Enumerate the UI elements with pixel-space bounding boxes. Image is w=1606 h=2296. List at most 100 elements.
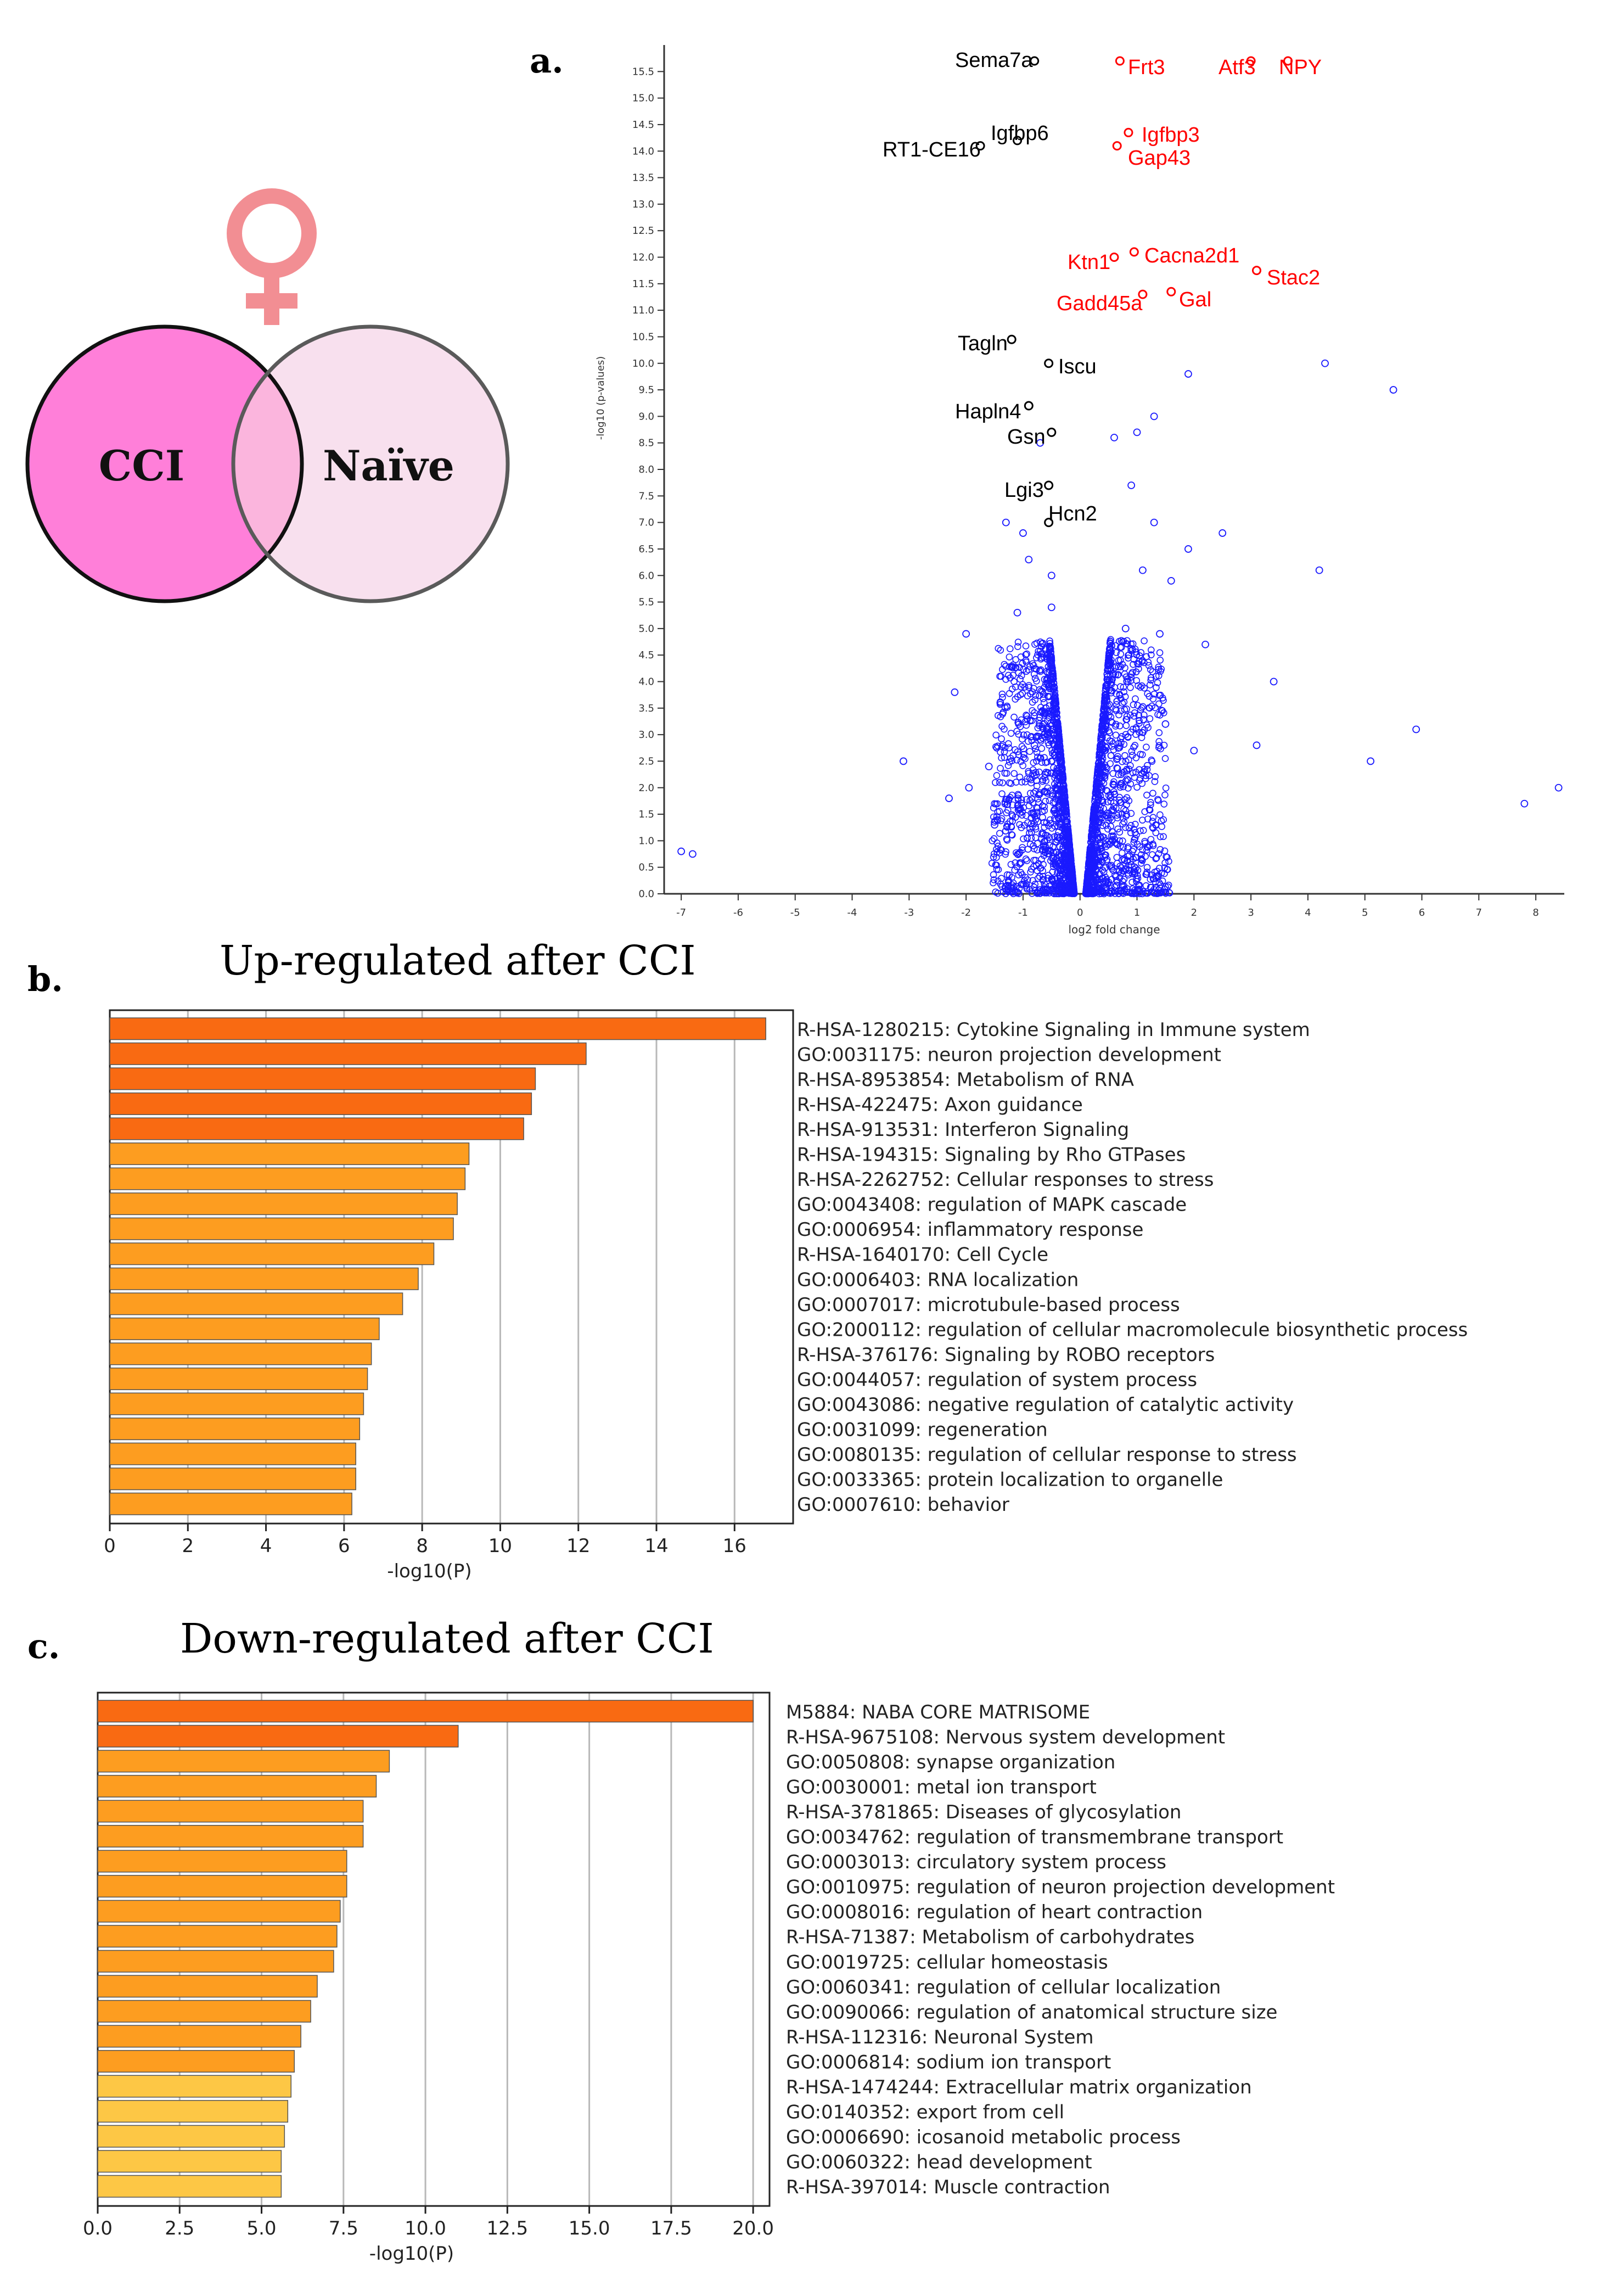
volcano-point xyxy=(1059,795,1067,803)
volcano-point xyxy=(1012,696,1019,703)
volcano-point xyxy=(1002,850,1009,858)
volcano-point xyxy=(1052,792,1059,799)
volcano-point xyxy=(1029,707,1036,714)
volcano-point xyxy=(1136,776,1143,784)
volcano-point xyxy=(1116,828,1124,836)
volcano-point xyxy=(1010,713,1018,721)
volcano-point xyxy=(1141,684,1148,692)
volcano-point xyxy=(1098,721,1106,729)
volcano-point xyxy=(1152,704,1159,712)
volcano-point xyxy=(1022,855,1030,863)
volcano-point xyxy=(1141,838,1148,845)
volcano-point xyxy=(1160,800,1168,808)
volcano-point xyxy=(992,731,999,739)
volcano-x-tick-label: 8 xyxy=(1532,907,1538,919)
bar-category-label: GO:0010975: regulation of neuron project… xyxy=(786,1877,1335,1899)
bar-category-label: R-HSA-1280215: Cytokine Signaling in Imm… xyxy=(797,1019,1310,1041)
volcano-point xyxy=(1044,731,1052,738)
volcano-point xyxy=(1066,842,1073,849)
volcano-point xyxy=(1045,680,1052,688)
volcano-point xyxy=(1070,880,1077,887)
volcano-point xyxy=(1149,825,1157,832)
volcano-point xyxy=(1118,780,1126,787)
volcano-point xyxy=(1149,814,1157,821)
volcano-point xyxy=(1034,753,1041,761)
volcano-point xyxy=(1062,817,1069,825)
bar-category-label: GO:0034762: regulation of transmembrane … xyxy=(786,1827,1283,1849)
volcano-point xyxy=(993,800,1001,808)
bar-category-label: GO:2000112: regulation of cellular macro… xyxy=(797,1319,1468,1341)
volcano-outlier-point xyxy=(1184,545,1192,553)
volcano-point xyxy=(1028,890,1036,897)
volcano-y-tick-label: 8.5 xyxy=(638,438,654,449)
volcano-point xyxy=(1127,645,1135,652)
volcano-point xyxy=(1059,775,1067,783)
volcano-point xyxy=(1036,886,1043,893)
panel-a-label: a. xyxy=(530,41,564,81)
volcano-point xyxy=(1155,879,1163,887)
volcano-point xyxy=(1101,703,1108,710)
volcano-point xyxy=(993,772,1001,779)
volcano-point xyxy=(1098,744,1106,751)
bar xyxy=(97,1925,338,1948)
volcano-point xyxy=(1100,780,1108,787)
volcano-outlier-point xyxy=(1047,603,1055,612)
volcano-x-tick-label: -6 xyxy=(733,907,743,919)
x-tick-label: 12.5 xyxy=(486,2217,528,2239)
volcano-y-tick-label: 5.0 xyxy=(638,623,654,635)
bar-category-label: GO:0006814: sodium ion transport xyxy=(786,2051,1111,2073)
volcano-point xyxy=(1034,651,1041,659)
volcano-point xyxy=(1050,700,1057,707)
volcano-point xyxy=(1155,692,1163,699)
bar-category-label: M5884: NABA CORE MATRISOME xyxy=(786,1701,1090,1723)
volcano-point xyxy=(1133,841,1141,848)
volcano-point xyxy=(1125,861,1132,869)
volcano-point xyxy=(1132,731,1139,738)
volcano-point xyxy=(1121,706,1128,713)
volcano-y-tick-label: 11.0 xyxy=(632,305,654,316)
volcano-point xyxy=(1108,642,1115,649)
volcano-point xyxy=(1009,817,1016,825)
volcano-point xyxy=(1143,791,1150,799)
volcano-point xyxy=(1113,854,1121,861)
bar-category-label: GO:0019725: cellular homeostasis xyxy=(786,1951,1108,1973)
venn-overlap xyxy=(233,373,302,555)
volcano-point xyxy=(1160,833,1167,841)
volcano-point xyxy=(1038,744,1046,752)
volcano-point xyxy=(1017,869,1024,876)
volcano-point xyxy=(1008,873,1015,881)
volcano-point xyxy=(1027,809,1035,817)
volcano-point xyxy=(1105,708,1113,716)
volcano-outlier-point xyxy=(1047,572,1055,580)
venn-circle-naive xyxy=(233,327,508,601)
x-tick-label: 2 xyxy=(182,1535,194,1557)
volcano-point xyxy=(1017,675,1024,683)
bar xyxy=(97,1850,347,1873)
volcano-point xyxy=(1105,712,1113,719)
volcano-point xyxy=(1044,717,1051,725)
volcano-point xyxy=(1060,814,1068,821)
volcano-y-tick-label: 1.0 xyxy=(638,835,654,847)
volcano-point xyxy=(1147,876,1154,883)
volcano-labeled-point xyxy=(1024,401,1034,411)
volcano-point xyxy=(997,765,1004,772)
x-tick-label: 8 xyxy=(416,1535,428,1557)
volcano-point xyxy=(1139,716,1147,723)
volcano-point xyxy=(1055,803,1063,811)
volcano-point xyxy=(1147,676,1155,684)
bar-category-label: R-HSA-112316: Neuronal System xyxy=(786,2026,1094,2048)
volcano-point xyxy=(1148,702,1155,710)
volcano-gene-label: Igfbp6 xyxy=(991,122,1049,145)
volcano-gene-label: Frt3 xyxy=(1128,56,1165,79)
volcano-point xyxy=(1156,833,1164,841)
volcano-point xyxy=(1099,878,1107,885)
volcano-outlier-point xyxy=(1002,518,1010,527)
volcano-y-tick-label: 15.0 xyxy=(632,93,654,104)
volcano-outlier-point xyxy=(1190,747,1198,755)
volcano-point xyxy=(1139,729,1147,736)
volcano-y-tick-label: 11.5 xyxy=(632,278,654,290)
volcano-point xyxy=(1105,659,1113,667)
volcano-point xyxy=(1130,855,1137,863)
volcano-labeled-point xyxy=(975,141,985,151)
volcano-point xyxy=(1014,806,1022,814)
